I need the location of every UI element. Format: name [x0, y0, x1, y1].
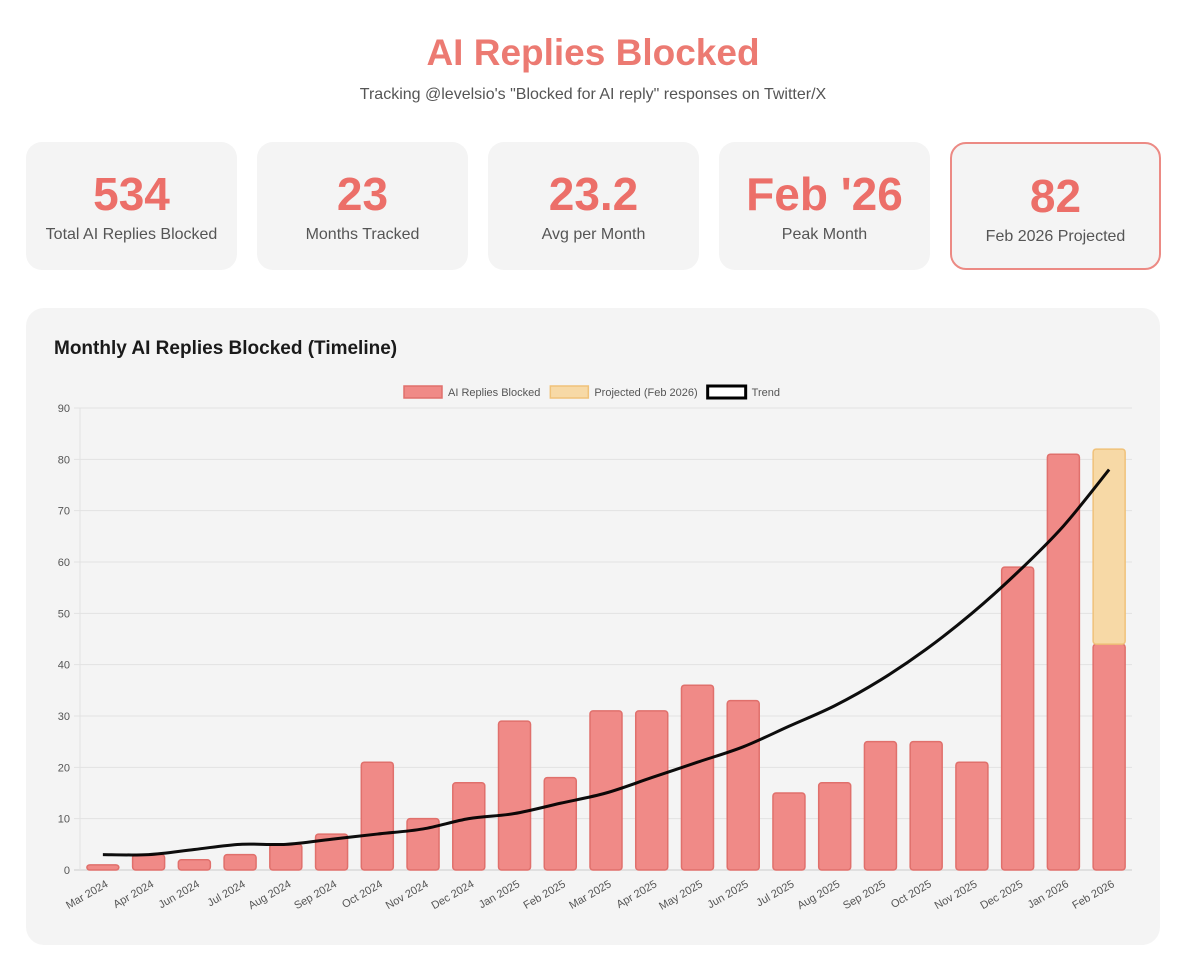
- bar: [817, 781, 852, 871]
- bar: [177, 858, 212, 871]
- legend-label: AI Replies Blocked: [448, 387, 540, 399]
- y-tick-label: 50: [58, 608, 70, 620]
- x-tick-label: Nov 2025: [933, 878, 980, 912]
- stat-total: 534 Total AI Replies Blocked: [26, 142, 237, 270]
- bar: [1092, 643, 1126, 871]
- y-tick-label: 10: [58, 814, 70, 826]
- x-tick-label: Jul 2024: [206, 878, 248, 909]
- y-tick-label: 90: [58, 403, 70, 415]
- bar: [314, 833, 349, 871]
- x-tick-label: Dec 2025: [978, 878, 1025, 912]
- y-tick-label: 70: [58, 506, 70, 518]
- legend-swatch: [706, 384, 748, 400]
- chart-card: Monthly AI Replies Blocked (Timeline) 0 1…: [26, 308, 1160, 945]
- x-tick-label: Oct 2024: [340, 878, 385, 911]
- x-tick-label: Jun 2025: [706, 878, 751, 911]
- x-tick-label: Jan 2025: [477, 878, 522, 911]
- bar: [772, 792, 806, 871]
- bar: [86, 864, 120, 871]
- stat-avg: 23.2 Avg per Month: [488, 142, 699, 270]
- stat-value: 534: [93, 168, 170, 220]
- stat-value: 23: [336, 168, 389, 220]
- x-tick-label: Apr 2024: [111, 878, 156, 911]
- bar: [726, 699, 760, 871]
- stat-peak: Feb '26 Peak Month: [719, 142, 930, 270]
- x-tick-label: Sep 2025: [841, 878, 888, 912]
- legend-swatch: [549, 385, 590, 399]
- bar: [909, 740, 943, 871]
- x-tick-label: Mar 2025: [567, 878, 613, 912]
- y-tick-label: 0: [64, 865, 70, 877]
- bar: [955, 761, 989, 871]
- x-tick-label: May 2025: [657, 878, 705, 913]
- page-subtitle: Tracking @levelsio's "Blocked for AI rep…: [359, 86, 827, 103]
- legend-label: Projected (Feb 2026): [594, 387, 697, 399]
- x-tick-label: Oct 2025: [889, 878, 934, 911]
- bar: [589, 710, 623, 871]
- y-tick-label: 30: [58, 711, 70, 723]
- legend-label: Trend: [752, 387, 780, 399]
- x-tick-label: Sep 2024: [292, 878, 339, 912]
- stat-label: Avg per Month: [541, 226, 646, 243]
- bar: [452, 781, 486, 871]
- stat-months: 23 Months Tracked: [257, 142, 468, 270]
- stat-label: Peak Month: [781, 226, 868, 243]
- x-tick-label: Mar 2024: [64, 878, 110, 912]
- bar: [223, 853, 257, 871]
- x-tick-label: Aug 2025: [795, 878, 842, 912]
- y-tick-label: 40: [58, 660, 70, 672]
- y-tick-label: 20: [58, 762, 70, 774]
- bar: [680, 684, 715, 871]
- x-tick-label: Nov 2024: [384, 878, 431, 912]
- legend-swatch: [403, 385, 443, 399]
- bar: [543, 776, 578, 871]
- x-tick-label: Dec 2024: [429, 878, 476, 912]
- projected-bar: [1092, 448, 1126, 645]
- bar: [269, 843, 303, 871]
- x-tick-label: Feb 2026: [1070, 878, 1116, 912]
- stat-value: 23.2: [548, 168, 639, 220]
- x-tick-label: Jul 2025: [754, 878, 796, 909]
- x-tick-label: Jun 2024: [157, 878, 202, 911]
- y-tick-label: 80: [58, 454, 70, 466]
- stats-row: 534 Total AI Replies Blocked 23 Months Tra…: [26, 142, 1161, 270]
- bar: [131, 853, 166, 871]
- bar: [497, 720, 532, 871]
- x-tick-label: Jan 2026: [1026, 878, 1071, 911]
- bar: [634, 710, 669, 871]
- stat-label: Months Tracked: [305, 226, 420, 243]
- bar: [360, 761, 395, 871]
- chart-title: Monthly AI Replies Blocked (Timeline): [54, 338, 398, 359]
- page-title: AI Replies Blocked: [426, 32, 760, 73]
- stat-value: Feb '26: [746, 168, 903, 220]
- trend-line: [102, 468, 1111, 857]
- bar: [1000, 566, 1035, 871]
- y-tick-label: 60: [58, 557, 70, 569]
- x-tick-label: Feb 2025: [522, 878, 568, 912]
- x-tick-label: Aug 2024: [247, 878, 294, 912]
- stat-label: Total AI Replies Blocked: [45, 226, 218, 243]
- stat-projected: 82 Feb 2026 Projected: [950, 142, 1161, 270]
- stat-label: Feb 2026 Projected: [985, 228, 1126, 245]
- bar: [1046, 453, 1081, 871]
- stat-value: 82: [1029, 170, 1082, 222]
- bar: [863, 740, 898, 871]
- x-tick-label: Apr 2025: [615, 878, 660, 911]
